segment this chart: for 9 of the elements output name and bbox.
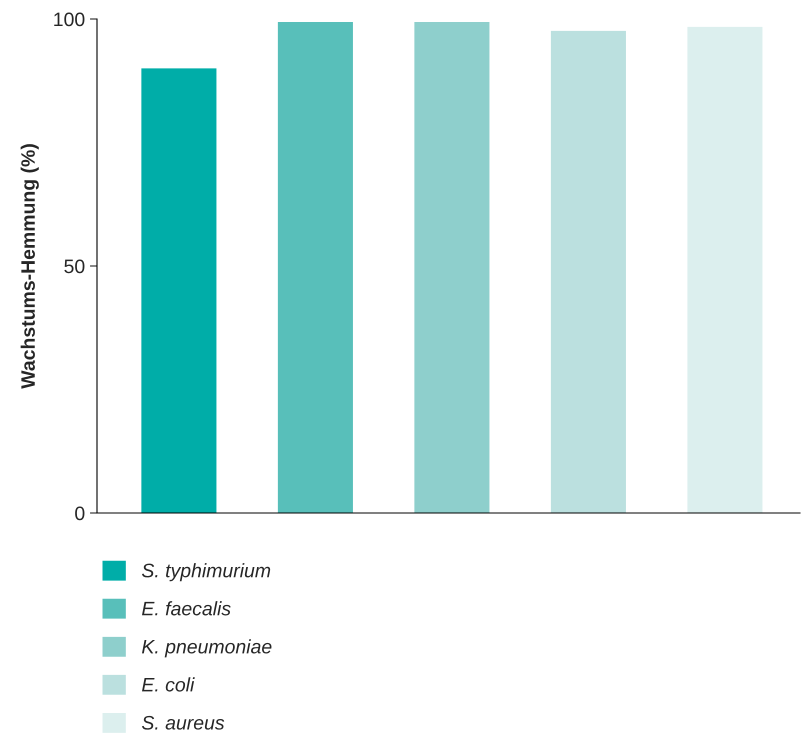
legend-label: S. typhimurium: [142, 563, 270, 582]
y-tick-label: 0: [75, 506, 84, 520]
legend-label: E. coli: [142, 677, 195, 692]
y-tick-label: 50: [64, 259, 84, 274]
legend-label: E. faecalis: [142, 601, 231, 616]
y-tick-label: 100: [54, 12, 84, 26]
y-axis-title: Wachstums-Hemmung (%): [20, 144, 39, 389]
legend-label: K. pneumoniae: [142, 639, 272, 658]
legend-label: S. aureus: [142, 716, 224, 730]
